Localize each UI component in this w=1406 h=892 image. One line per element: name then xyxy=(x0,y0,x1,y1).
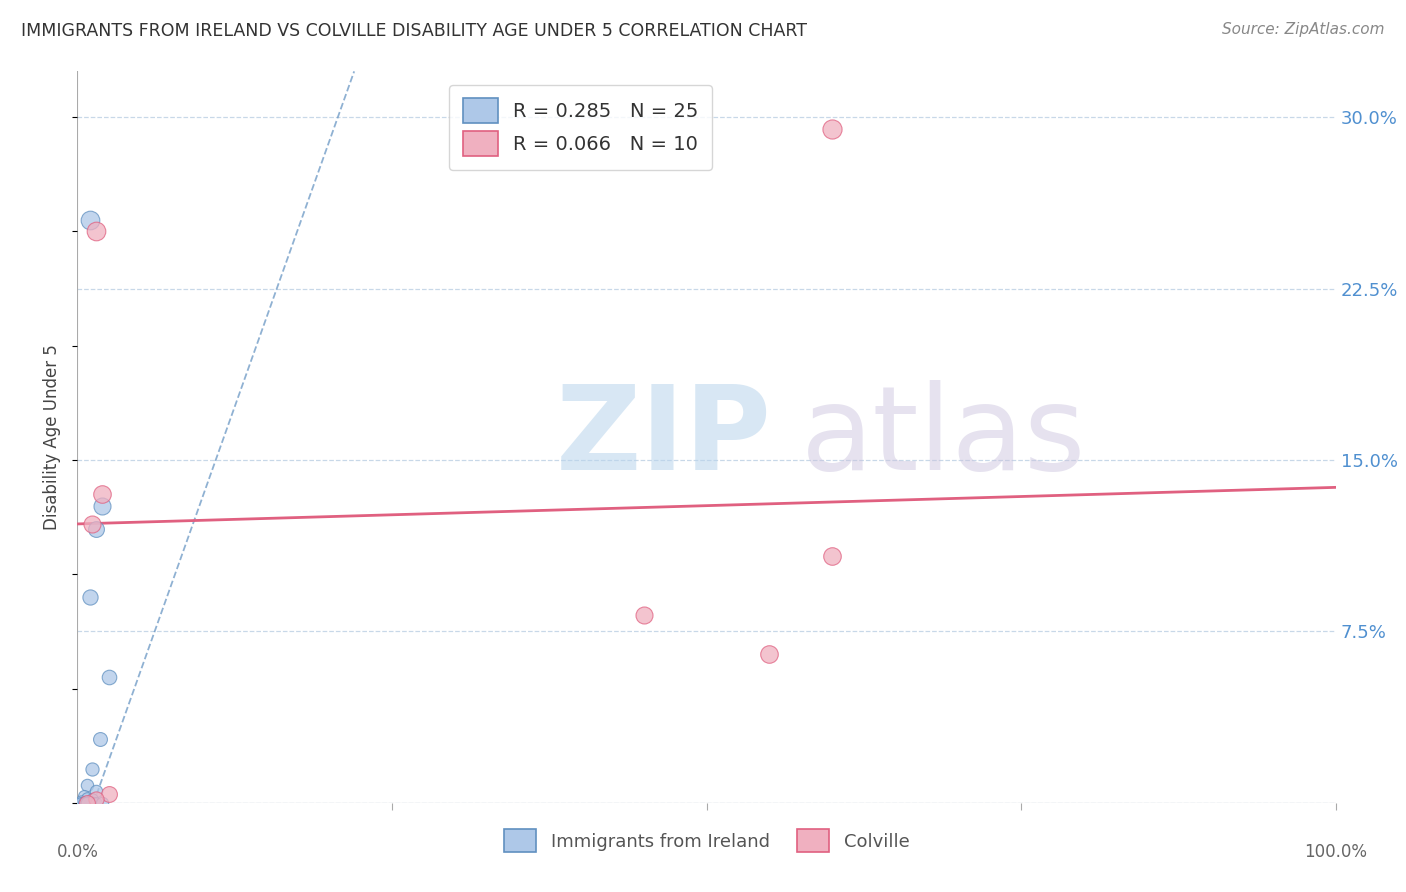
Point xyxy=(84,796,107,810)
Point xyxy=(72,796,94,810)
Point xyxy=(758,647,780,661)
Text: 100.0%: 100.0% xyxy=(1305,843,1367,861)
Point xyxy=(70,793,93,807)
Point xyxy=(97,787,120,801)
Point xyxy=(84,792,107,806)
Point xyxy=(72,796,94,810)
Point xyxy=(82,762,104,776)
Text: 0.0%: 0.0% xyxy=(56,843,98,861)
Point xyxy=(76,796,98,810)
Point xyxy=(91,487,114,501)
Text: ZIP: ZIP xyxy=(555,380,772,494)
Point xyxy=(76,791,98,805)
Point xyxy=(84,224,107,238)
Point xyxy=(89,731,111,746)
Point xyxy=(83,796,105,810)
Point xyxy=(633,608,655,623)
Text: atlas: atlas xyxy=(801,380,1087,494)
Point xyxy=(73,795,96,809)
Point xyxy=(821,549,844,563)
Point xyxy=(69,796,91,810)
Text: IMMIGRANTS FROM IRELAND VS COLVILLE DISABILITY AGE UNDER 5 CORRELATION CHART: IMMIGRANTS FROM IRELAND VS COLVILLE DISA… xyxy=(21,22,807,40)
Point xyxy=(79,213,101,227)
Legend: Immigrants from Ireland, Colville: Immigrants from Ireland, Colville xyxy=(496,822,917,860)
Point xyxy=(82,516,104,531)
Text: Source: ZipAtlas.com: Source: ZipAtlas.com xyxy=(1222,22,1385,37)
Point xyxy=(72,789,94,803)
Point xyxy=(77,795,100,809)
Point xyxy=(80,796,103,810)
Point xyxy=(84,784,107,798)
Point xyxy=(75,796,97,810)
Point xyxy=(76,796,98,810)
Point xyxy=(79,590,101,604)
Point xyxy=(82,792,104,806)
Point xyxy=(84,521,107,535)
Point xyxy=(91,499,114,513)
Point xyxy=(91,796,114,810)
Point xyxy=(97,670,120,684)
Y-axis label: Disability Age Under 5: Disability Age Under 5 xyxy=(44,344,62,530)
Point xyxy=(79,796,101,810)
Point xyxy=(76,777,98,792)
Point xyxy=(821,121,844,136)
